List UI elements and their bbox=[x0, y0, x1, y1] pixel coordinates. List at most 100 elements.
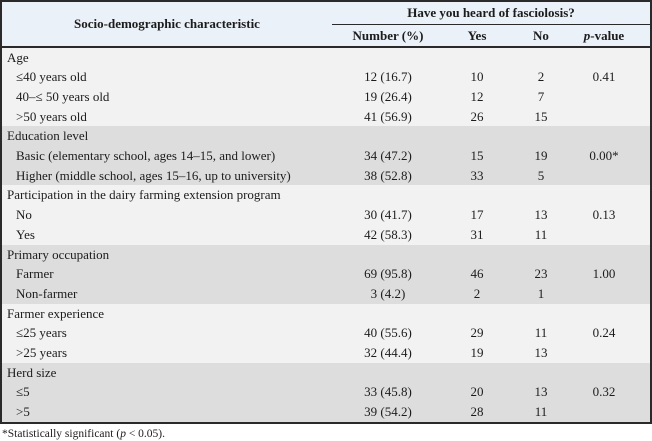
cell-pvalue bbox=[572, 87, 650, 107]
cell-no-count: 5 bbox=[537, 167, 545, 183]
section-label: Participation in the dairy farming exten… bbox=[7, 187, 281, 203]
cell-yes-count: 31 bbox=[470, 226, 484, 242]
cell-no-count: 13 bbox=[534, 345, 548, 361]
cell-pvalue bbox=[572, 402, 650, 422]
row-label: >5 bbox=[16, 404, 30, 420]
pvalue-italic-p: p bbox=[583, 27, 591, 43]
footnote: *Statistically significant (p < 0.05). bbox=[0, 424, 652, 440]
cell-number-percent: 40 (55.6) bbox=[364, 325, 412, 341]
cell-pvalue: 0.41 bbox=[592, 69, 616, 85]
socio-demographic-table: Socio-demographic characteristic Have yo… bbox=[2, 2, 650, 422]
column-header-group-question: Have you heard of fasciolosis? bbox=[332, 2, 650, 25]
cell-number-percent: 19 (26.4) bbox=[364, 88, 412, 104]
table-row: Non-farmer 3 (4.2) 2 1 bbox=[2, 283, 650, 304]
cell-pvalue bbox=[572, 284, 650, 304]
cell-pvalue bbox=[572, 225, 650, 245]
table-row: >5 39 (54.2) 28 11 bbox=[2, 402, 650, 422]
section-header-row: Participation in the dairy farming exten… bbox=[2, 185, 650, 206]
table-row: Yes 42 (58.3) 31 11 bbox=[2, 224, 650, 245]
cell-no-count: 1 bbox=[537, 285, 545, 301]
cell-yes-count: 19 bbox=[470, 345, 484, 361]
cell-yes-count: 12 bbox=[470, 88, 484, 104]
cell-pvalue: 1.00 bbox=[592, 266, 616, 282]
cell-yes-count: 26 bbox=[470, 108, 484, 124]
cell-yes-count: 29 bbox=[470, 325, 484, 341]
cell-yes-count: 28 bbox=[470, 404, 484, 420]
table-row: Basic (elementary school, ages 14–15, an… bbox=[2, 146, 650, 166]
table-row: >25 years 32 (44.4) 19 13 bbox=[2, 343, 650, 363]
row-label: 40–≤ 50 years old bbox=[16, 88, 110, 104]
cell-pvalue: 0.13 bbox=[592, 207, 616, 223]
cell-number-percent: 30 (41.7) bbox=[364, 207, 412, 223]
header-row-group: Socio-demographic characteristic Have yo… bbox=[2, 2, 650, 48]
section-label: Education level bbox=[7, 128, 89, 144]
cell-no-count: 2 bbox=[537, 69, 545, 85]
row-label: Higher (middle school, ages 15–16, up to… bbox=[16, 167, 291, 183]
cell-no-count: 19 bbox=[534, 148, 548, 164]
table-row: 40–≤ 50 years old 19 (26.4) 12 7 bbox=[2, 86, 650, 107]
row-label: Basic (elementary school, ages 14–15, an… bbox=[16, 148, 276, 164]
table-row: ≤40 years old 12 (16.7) 10 2 0.41 bbox=[2, 67, 650, 87]
section-header-row: Herd size bbox=[2, 362, 650, 383]
cell-number-percent: 12 (16.7) bbox=[364, 69, 412, 85]
cell-yes-count: 46 bbox=[470, 266, 484, 282]
cell-number-percent: 3 (4.2) bbox=[370, 285, 406, 301]
column-header-characteristic: Socio-demographic characteristic bbox=[2, 2, 332, 48]
cell-yes-count: 33 bbox=[470, 167, 484, 183]
cell-number-percent: 34 (47.2) bbox=[364, 148, 412, 164]
cell-no-count: 7 bbox=[537, 88, 545, 104]
cell-no-count: 11 bbox=[534, 404, 548, 420]
column-header-pvalue: p-value bbox=[572, 24, 650, 48]
column-header-yes: Yes bbox=[444, 24, 510, 48]
cell-pvalue: 0.00* bbox=[589, 148, 619, 164]
table-row: >50 years old 41 (56.9) 26 15 bbox=[2, 106, 650, 127]
cell-pvalue bbox=[572, 166, 650, 186]
cell-pvalue: 0.24 bbox=[592, 325, 616, 341]
cell-no-count: 11 bbox=[534, 226, 548, 242]
row-label: >25 years bbox=[16, 345, 68, 361]
cell-number-percent: 69 (95.8) bbox=[364, 266, 412, 282]
column-header-number: Number (%) bbox=[332, 24, 444, 48]
table-row: Farmer 69 (95.8) 46 23 1.00 bbox=[2, 264, 650, 284]
row-label: >50 years old bbox=[16, 108, 87, 124]
section-header-row: Farmer experience bbox=[2, 303, 650, 324]
cell-number-percent: 33 (45.8) bbox=[364, 384, 412, 400]
cell-number-percent: 38 (52.8) bbox=[364, 167, 412, 183]
table-row: ≤5 33 (45.8) 20 13 0.32 bbox=[2, 382, 650, 403]
cell-pvalue bbox=[572, 107, 650, 127]
cell-no-count: 11 bbox=[534, 325, 548, 341]
footnote-pre: *Statistically significant ( bbox=[2, 427, 121, 440]
cell-yes-count: 17 bbox=[470, 207, 484, 223]
cell-number-percent: 41 (56.9) bbox=[364, 108, 412, 124]
cell-yes-count: 10 bbox=[470, 69, 484, 85]
cell-number-percent: 39 (54.2) bbox=[364, 404, 412, 420]
cell-no-count: 15 bbox=[534, 108, 548, 124]
column-header-no: No bbox=[510, 24, 572, 48]
cell-number-percent: 32 (44.4) bbox=[364, 345, 412, 361]
table-row: No 30 (41.7) 17 13 0.13 bbox=[2, 205, 650, 225]
cell-number-percent: 42 (58.3) bbox=[364, 226, 412, 242]
cell-pvalue: 0.32 bbox=[592, 384, 616, 400]
row-label: Farmer bbox=[16, 266, 54, 282]
table-row: Higher (middle school, ages 15–16, up to… bbox=[2, 165, 650, 186]
section-label: Age bbox=[7, 49, 29, 65]
statistics-table: Socio-demographic characteristic Have yo… bbox=[0, 0, 652, 424]
cell-yes-count: 15 bbox=[470, 148, 484, 164]
cell-pvalue bbox=[572, 343, 650, 363]
row-label: ≤25 years bbox=[16, 325, 67, 341]
row-label: ≤40 years old bbox=[16, 69, 87, 85]
section-label: Primary occupation bbox=[7, 246, 110, 262]
header-row-sub: Number (%) Yes No p-value bbox=[2, 24, 650, 48]
section-header-row: Age bbox=[2, 46, 650, 68]
cell-yes-count: 20 bbox=[470, 384, 484, 400]
footnote-post: < 0.05). bbox=[125, 427, 166, 440]
row-label: No bbox=[16, 207, 32, 223]
cell-no-count: 13 bbox=[534, 207, 548, 223]
row-label: ≤5 bbox=[16, 384, 30, 400]
row-label: Yes bbox=[16, 226, 35, 242]
section-header-row: Primary occupation bbox=[2, 244, 650, 265]
section-label: Farmer experience bbox=[7, 305, 105, 321]
cell-no-count: 13 bbox=[534, 384, 548, 400]
row-label: Non-farmer bbox=[16, 285, 78, 301]
